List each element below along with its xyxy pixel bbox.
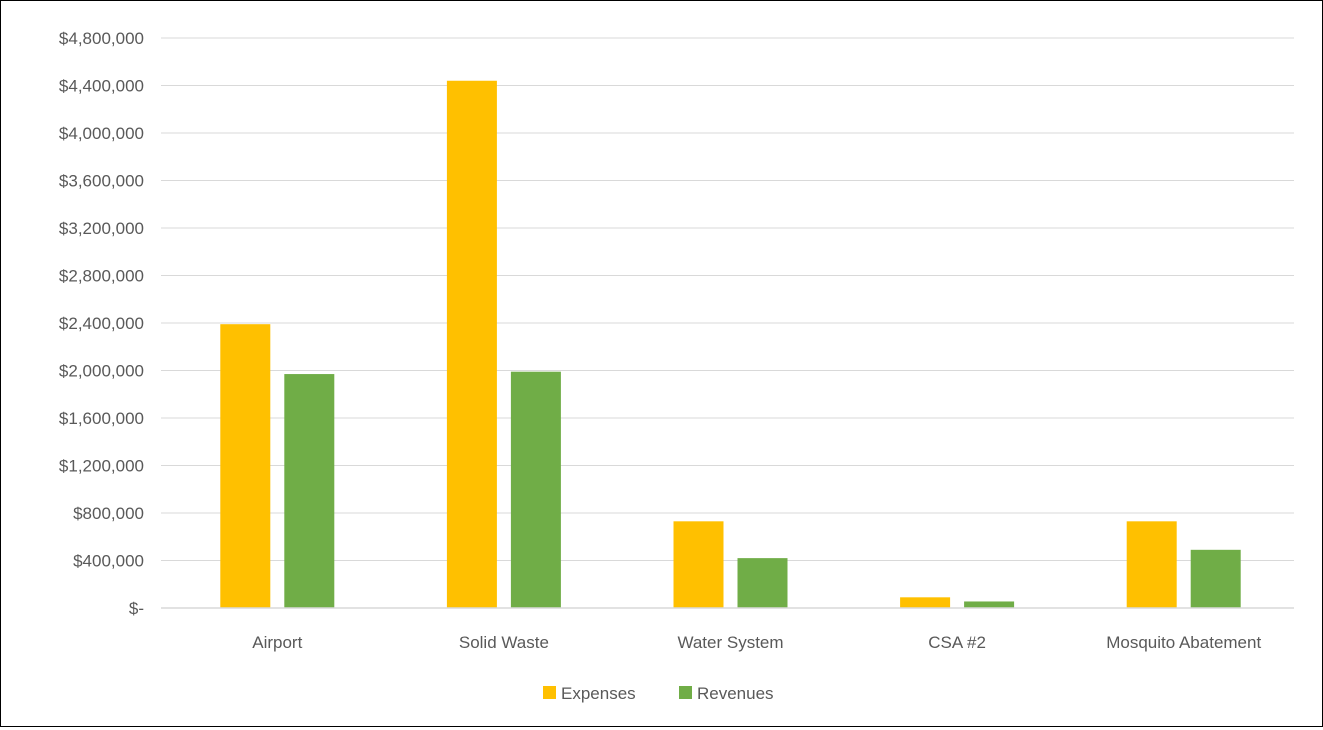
bar-revenues	[510, 371, 561, 608]
bar-revenues	[1190, 549, 1241, 608]
x-category-label: Solid Waste	[459, 633, 549, 652]
x-category-label: Mosquito Abatement	[1106, 633, 1261, 652]
legend: Expenses Revenues	[543, 684, 774, 703]
y-tick-label: $3,600,000	[59, 172, 144, 191]
y-tick-label: $3,200,000	[59, 219, 144, 238]
legend-label: Expenses	[561, 684, 636, 703]
x-axis-category-labels: Airport Solid Waste Water System CSA #2 Mosq…	[252, 633, 1261, 652]
y-tick-label: $2,800,000	[59, 267, 144, 286]
bars	[220, 80, 1241, 608]
bar-expenses	[673, 521, 724, 608]
bar-revenues	[737, 558, 788, 608]
gridlines	[161, 37, 1294, 561]
legend-label: Revenues	[697, 684, 774, 703]
y-tick-label: $1,600,000	[59, 409, 144, 428]
bar-revenues	[964, 601, 1015, 608]
bar-expenses	[446, 80, 497, 608]
bar-revenues	[284, 374, 335, 608]
bar-expenses	[900, 597, 951, 608]
y-tick-label: $800,000	[73, 504, 144, 523]
y-tick-label: $4,400,000	[59, 77, 144, 96]
x-category-label: Water System	[677, 633, 783, 652]
x-category-label: Airport	[252, 633, 302, 652]
x-category-label: CSA #2	[928, 633, 986, 652]
y-tick-label: $2,000,000	[59, 362, 144, 381]
y-axis-tick-labels: $- $400,000 $800,000 $1,200,000 $1,600,000 $2…	[59, 29, 144, 618]
legend-swatch-revenues	[679, 686, 692, 699]
bar-expenses	[220, 324, 271, 608]
y-tick-label: $-	[129, 599, 144, 618]
y-tick-label: $1,200,000	[59, 457, 144, 476]
y-tick-label: $4,000,000	[59, 124, 144, 143]
y-tick-label: $400,000	[73, 552, 144, 571]
bar-expenses	[1126, 521, 1177, 608]
legend-swatch-expenses	[543, 686, 556, 699]
y-tick-label: $4,800,000	[59, 29, 144, 48]
y-tick-label: $2,400,000	[59, 314, 144, 333]
